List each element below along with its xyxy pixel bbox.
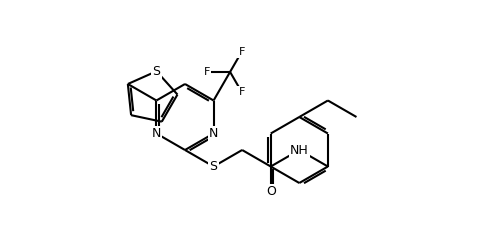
Text: S: S [152, 65, 161, 78]
Text: F: F [239, 87, 245, 97]
Text: NH: NH [290, 143, 309, 157]
Text: F: F [239, 47, 245, 57]
Text: O: O [266, 185, 276, 198]
Text: S: S [209, 160, 218, 173]
Text: F: F [204, 67, 210, 77]
Text: N: N [209, 127, 218, 140]
Text: N: N [152, 127, 161, 140]
